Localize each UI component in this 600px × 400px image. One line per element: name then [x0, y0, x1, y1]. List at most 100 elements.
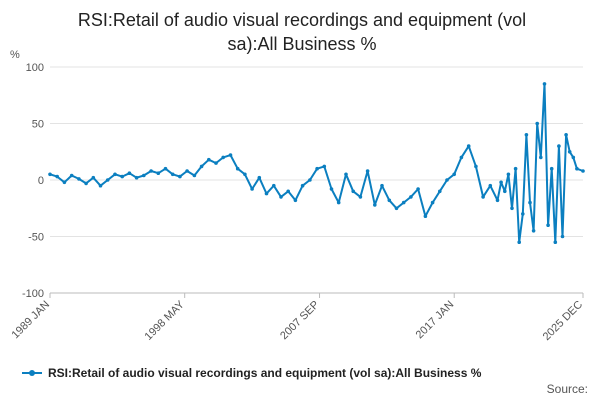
- data-point: [77, 177, 81, 181]
- data-point: [48, 172, 52, 177]
- data-point: [495, 198, 500, 203]
- data-point: [336, 200, 341, 205]
- data-point: [120, 174, 124, 179]
- y-axis-label: %: [10, 49, 20, 61]
- data-point: [416, 187, 420, 191]
- data-point: [560, 234, 565, 239]
- data-point: [488, 183, 493, 188]
- data-point: [293, 198, 298, 203]
- data-point: [91, 175, 96, 180]
- data-point: [286, 189, 291, 194]
- data-point: [235, 166, 240, 171]
- data-point: [401, 200, 406, 205]
- source-label: Source:: [547, 382, 588, 396]
- data-point: [127, 171, 132, 175]
- x-axis: 1989 JAN 1998 MAY 2007 SEP 2017 JAN 2025 DEC: [9, 292, 585, 343]
- data-point: [113, 172, 117, 177]
- data-point: [351, 189, 356, 194]
- data-point: [69, 173, 74, 178]
- legend-dot-marker: [29, 370, 35, 376]
- x-tick-label: 2025 DEC: [541, 299, 585, 343]
- chart-title-line-1: RSI:Retail of audio visual recordings an…: [78, 10, 526, 30]
- x-tick-label: 2017 JAN: [414, 299, 457, 342]
- data-point: [105, 178, 110, 182]
- data-point: [322, 164, 327, 169]
- data-point: [409, 195, 413, 199]
- data-point: [358, 195, 363, 199]
- data-point: [62, 180, 67, 185]
- data-point: [581, 169, 585, 173]
- data-point: [272, 183, 276, 188]
- data-point: [539, 155, 543, 160]
- data-point: [445, 178, 449, 182]
- data-point: [163, 166, 168, 171]
- data-point: [481, 195, 485, 199]
- data-point: [524, 133, 529, 137]
- data-point: [567, 150, 572, 154]
- data-point: [199, 164, 204, 169]
- data-point: [228, 153, 233, 157]
- data-point: [513, 166, 518, 171]
- data-point: [329, 187, 334, 191]
- data-point: [192, 173, 197, 178]
- data-point: [535, 121, 539, 126]
- data-point: [575, 166, 579, 171]
- data-point: [510, 206, 514, 211]
- legend: RSI:Retail of audio visual recordings an…: [22, 366, 482, 380]
- data-point: [542, 82, 547, 86]
- data-point: [466, 144, 471, 148]
- data-point: [430, 200, 435, 205]
- x-tick-label: 2007 SEP: [278, 299, 322, 343]
- data-point: [207, 157, 211, 162]
- data-point: [257, 175, 262, 180]
- data-point: [142, 173, 146, 178]
- data-point: [178, 174, 182, 179]
- data-point: [214, 161, 218, 165]
- data-point: [571, 155, 576, 160]
- data-point: [546, 223, 550, 227]
- y-tick-label: 100: [26, 62, 44, 74]
- data-point: [300, 183, 305, 188]
- data-point: [170, 172, 175, 177]
- x-tick-label: 1989 JAN: [9, 299, 52, 342]
- data-point: [499, 180, 503, 185]
- data-point: [308, 178, 312, 182]
- data-point: [98, 183, 103, 188]
- data-point: [503, 189, 507, 194]
- data-point: [452, 172, 457, 177]
- data-point: [221, 155, 225, 160]
- data-point: [387, 198, 392, 203]
- data-point: [250, 187, 254, 191]
- data-point: [459, 155, 464, 160]
- data-point: [506, 172, 511, 177]
- data-point: [55, 174, 59, 179]
- data-point: [531, 229, 536, 233]
- data-point: [264, 191, 269, 196]
- data-point: [423, 214, 428, 218]
- x-tick-label: 1998 MAY: [143, 298, 188, 343]
- y-tick-label: 50: [32, 119, 44, 131]
- data-point: [149, 169, 153, 173]
- data-point: [84, 181, 88, 186]
- data-point: [380, 183, 384, 188]
- data-point: [365, 169, 370, 173]
- data-point: [528, 200, 532, 205]
- data-point: [474, 164, 478, 169]
- data-point: [517, 240, 521, 244]
- data-point: [549, 166, 554, 171]
- series-line: [49, 82, 584, 244]
- data-point: [521, 212, 525, 216]
- chart-title-line-2: sa):All Business %: [227, 34, 376, 54]
- legend-entry: RSI:Retail of audio visual recordings an…: [48, 366, 482, 380]
- data-point: [315, 166, 319, 171]
- data-point: [279, 195, 283, 199]
- grid-lines: [50, 66, 583, 294]
- y-tick-label: -50: [28, 232, 44, 244]
- data-point: [564, 133, 568, 137]
- y-axis-ticks: 100 50 0 -50 -100: [22, 62, 44, 300]
- data-point: [344, 172, 348, 177]
- series-group: [48, 82, 585, 244]
- data-point: [243, 172, 247, 177]
- y-tick-label: -100: [22, 288, 44, 300]
- data-point: [373, 203, 377, 207]
